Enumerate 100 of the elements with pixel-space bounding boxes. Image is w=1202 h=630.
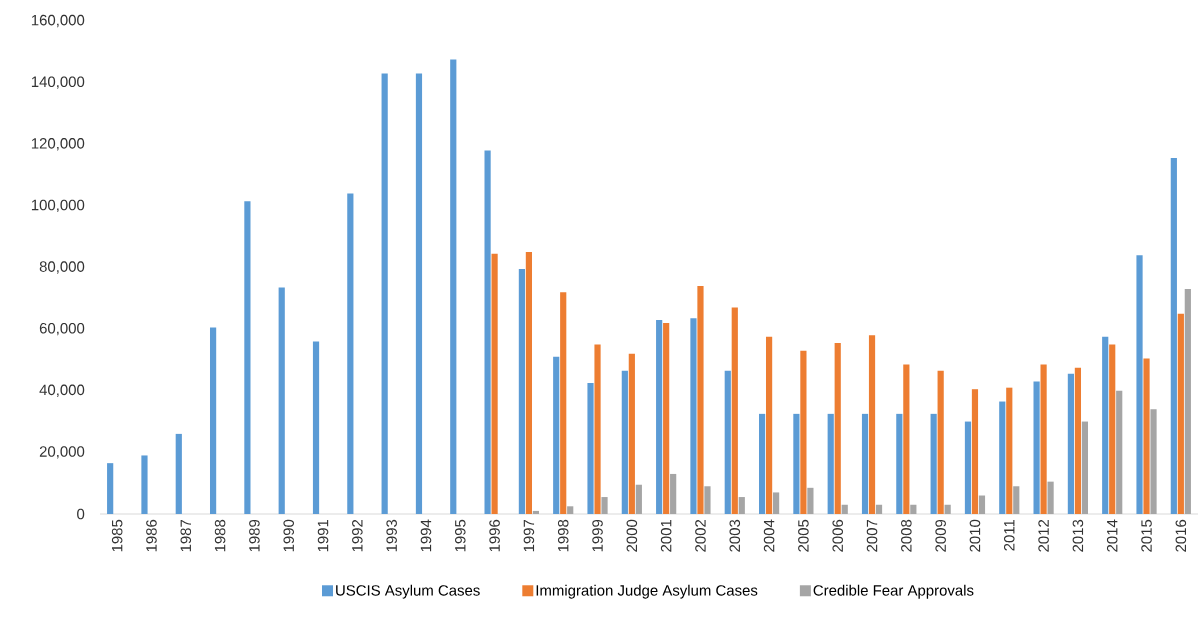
x-tick-label: 2008 <box>901 519 912 552</box>
bar <box>738 497 745 514</box>
bar <box>903 364 910 514</box>
bar <box>560 292 567 514</box>
bar <box>663 322 670 514</box>
y-tick-label: 140,000 <box>31 76 85 89</box>
y-tick-label: 40,000 <box>39 384 85 397</box>
bar <box>1047 481 1054 514</box>
x-tick-label: 1994 <box>420 519 432 552</box>
bar <box>875 504 883 514</box>
bar <box>964 421 972 514</box>
bar <box>765 336 773 514</box>
bar <box>347 193 354 514</box>
bar <box>1074 367 1081 514</box>
bar <box>450 59 457 514</box>
x-tick-label: 1991 <box>317 519 329 552</box>
x-tick-label: 2005 <box>798 519 809 552</box>
x-tick-label: 1986 <box>146 519 157 552</box>
x-tick-label: 2011 <box>1003 519 1015 551</box>
bar <box>807 487 814 514</box>
bar <box>107 463 114 514</box>
bar <box>937 370 944 514</box>
bar <box>1013 486 1020 514</box>
x-tick-label: 2014 <box>1106 519 1118 552</box>
bar <box>1102 336 1109 514</box>
legend-label: USCIS Asylum Cases <box>336 584 480 599</box>
bar <box>656 319 663 514</box>
bar <box>601 497 608 514</box>
bar <box>141 455 148 514</box>
bar <box>1067 373 1074 514</box>
bar <box>587 383 594 514</box>
bar <box>1150 409 1157 514</box>
x-tick-label: 1987 <box>180 519 192 552</box>
x-tick-label: 2006 <box>832 519 843 552</box>
bar <box>1040 364 1047 514</box>
bar <box>567 506 574 514</box>
bar <box>793 413 800 514</box>
bar <box>594 344 601 514</box>
bar <box>1109 344 1116 514</box>
x-tick-label: 1997 <box>523 519 535 552</box>
y-tick-label: 60,000 <box>39 322 85 336</box>
bar <box>724 370 731 514</box>
bar <box>978 495 986 514</box>
x-tick-label: 1998 <box>557 519 569 552</box>
x-tick-label: 2012 <box>1038 519 1049 552</box>
legend-label: Immigration Judge Asylum Cases <box>536 584 758 599</box>
bar <box>518 269 525 514</box>
bar <box>553 356 560 514</box>
bar <box>209 327 217 514</box>
bar <box>999 401 1006 514</box>
bar <box>758 413 766 514</box>
x-tick-label: 1988 <box>214 519 226 552</box>
bar <box>635 484 642 514</box>
x-tick-label: 1999 <box>592 519 603 552</box>
y-tick-label: 100,000 <box>31 199 85 213</box>
x-tick-label: 1993 <box>386 519 397 552</box>
bar <box>670 473 677 514</box>
bar <box>772 492 780 514</box>
x-tick-label: 2004 <box>763 519 775 552</box>
bar <box>484 150 491 514</box>
bar <box>910 504 917 514</box>
bar <box>621 370 628 514</box>
bar <box>944 504 951 514</box>
bar <box>896 413 903 514</box>
bar <box>697 285 704 514</box>
x-tick-label: 2010 <box>969 519 981 552</box>
x-tick-label: 2013 <box>1072 519 1084 552</box>
bar <box>491 253 498 514</box>
y-tick-label: 20,000 <box>39 446 85 459</box>
x-tick-label: 1989 <box>249 519 260 552</box>
bar <box>827 413 834 514</box>
bar <box>1116 390 1123 514</box>
bar <box>525 252 532 514</box>
x-tick-label: 2000 <box>626 519 638 552</box>
y-tick-label: 120,000 <box>31 138 85 151</box>
bar <box>1033 381 1040 514</box>
bar <box>532 510 539 514</box>
bar <box>1136 255 1143 514</box>
bar <box>841 504 848 514</box>
bar <box>1184 289 1191 514</box>
bar <box>731 307 738 514</box>
x-tick-label: 2007 <box>866 519 878 552</box>
bar <box>868 335 876 514</box>
legend-label: Credible Fear Approvals <box>813 584 974 599</box>
bar <box>861 413 869 514</box>
bar <box>930 413 937 514</box>
bar <box>1143 358 1150 514</box>
bar <box>971 389 979 514</box>
x-tick-label: 2003 <box>729 519 741 552</box>
bar <box>628 353 635 514</box>
bar <box>244 201 251 514</box>
x-tick-label: 1990 <box>283 519 294 552</box>
bar <box>175 433 182 514</box>
x-tick-label: 2009 <box>935 519 946 552</box>
x-tick-label: 2001 <box>660 519 672 552</box>
bar <box>690 318 697 514</box>
y-tick-label: 160,000 <box>31 14 85 28</box>
x-tick-label: 1995 <box>454 519 466 552</box>
x-tick-label: 1985 <box>111 519 123 552</box>
bar <box>381 73 388 514</box>
